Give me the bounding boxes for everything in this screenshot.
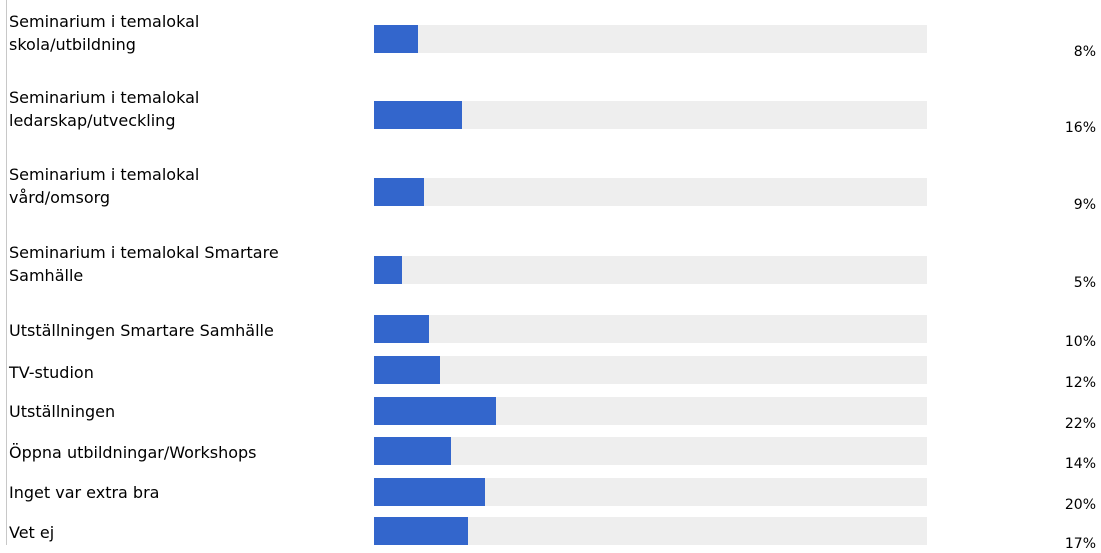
percent-label: 10% <box>1064 334 1096 350</box>
category-label: Inget var extra bra <box>9 483 160 502</box>
bar-track <box>374 101 927 129</box>
percent-label: 22% <box>1064 416 1096 432</box>
bar-track <box>374 478 927 506</box>
bar <box>374 178 424 206</box>
category-label: Vet ej <box>9 523 55 542</box>
percent-label: 8% <box>1073 44 1096 60</box>
bar-track <box>374 356 927 384</box>
chart-left-border <box>6 0 7 545</box>
percent-label: 17% <box>1064 536 1096 552</box>
category-label: Utställningen <box>9 402 116 421</box>
bar <box>374 315 430 343</box>
bar-track <box>374 178 927 206</box>
percent-label: 16% <box>1064 120 1096 136</box>
category-label: Seminarium i temalokal Smartare Samhälle <box>9 243 279 285</box>
bar-track <box>374 256 927 284</box>
bar-track <box>374 397 927 425</box>
bar <box>374 437 452 465</box>
bar <box>374 25 419 53</box>
category-label: Öppna utbildningar/Workshops <box>9 443 257 462</box>
category-label: Seminarium i temalokal ledarskap/utveckl… <box>9 88 200 130</box>
bar-track <box>374 437 927 465</box>
bar <box>374 478 485 506</box>
bar <box>374 101 463 129</box>
category-label: Seminarium i temalokal skola/utbildning <box>9 12 200 54</box>
percent-label: 5% <box>1073 275 1096 291</box>
bar <box>374 256 402 284</box>
category-label: TV-studion <box>9 363 94 382</box>
percent-label: 20% <box>1064 497 1096 513</box>
percent-label: 12% <box>1064 375 1096 391</box>
bar-track <box>374 315 927 343</box>
category-label: Utställningen Smartare Samhälle <box>9 321 274 340</box>
percent-label: 14% <box>1064 456 1096 472</box>
percent-label: 9% <box>1073 197 1096 213</box>
bar-track <box>374 25 927 53</box>
bar-track <box>374 517 927 545</box>
bar <box>374 356 441 384</box>
category-label: Seminarium i temalokal vård/omsorg <box>9 165 200 207</box>
bar <box>374 397 496 425</box>
bar <box>374 517 468 545</box>
